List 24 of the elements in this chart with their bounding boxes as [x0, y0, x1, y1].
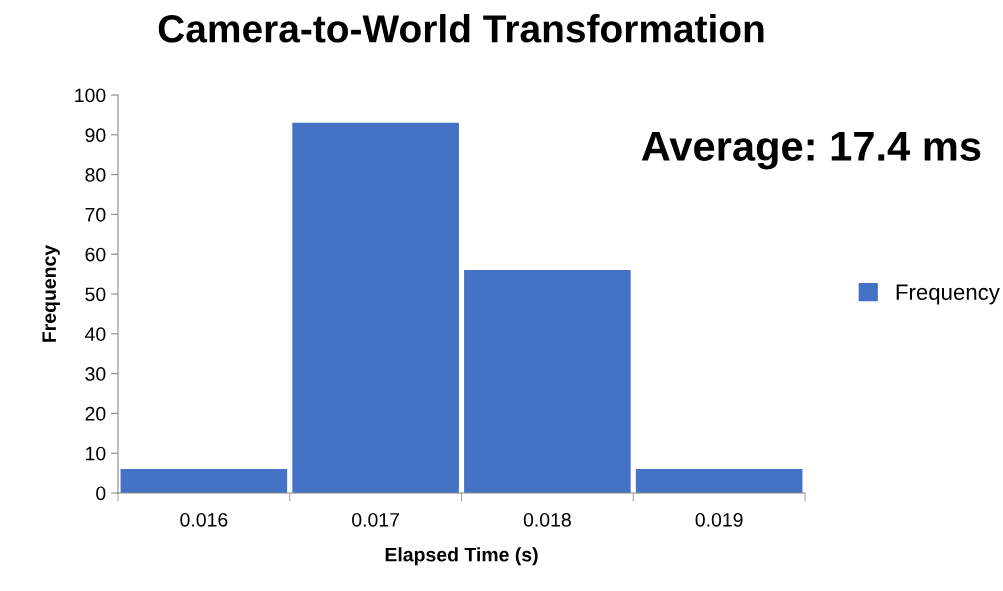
y-tick-label: 60	[85, 247, 106, 262]
bar	[120, 469, 288, 493]
y-tick-label: 80	[85, 168, 106, 182]
y-tick-label: 40	[85, 327, 106, 342]
bar	[464, 270, 631, 493]
x-tick-label: 0.018	[523, 512, 571, 527]
x-axis-title: Elapsed Time (s)	[385, 547, 538, 566]
y-tick-label: 100	[75, 88, 106, 103]
y-tick-label: 10	[86, 446, 106, 461]
annotation: Average: 17.4 ms	[641, 131, 981, 170]
legend-label: Frequency	[896, 284, 1000, 305]
chart-title: Camera-to-World Transformation	[158, 14, 764, 43]
y-tick-label: 90	[85, 128, 106, 143]
bar	[635, 469, 803, 493]
y-axis-title: Frequency	[42, 244, 60, 342]
y-tick-label: 30	[85, 367, 106, 381]
x-tick-label: 0.016	[180, 512, 228, 527]
y-tick-label: 70	[85, 207, 106, 222]
x-tick-label: 0.019	[695, 512, 743, 527]
y-tick-label: 0	[96, 486, 106, 501]
x-tick-label: 0.017	[352, 512, 399, 527]
bar	[292, 122, 459, 493]
y-tick-label: 50	[85, 287, 106, 302]
y-tick-label: 20	[85, 406, 106, 421]
